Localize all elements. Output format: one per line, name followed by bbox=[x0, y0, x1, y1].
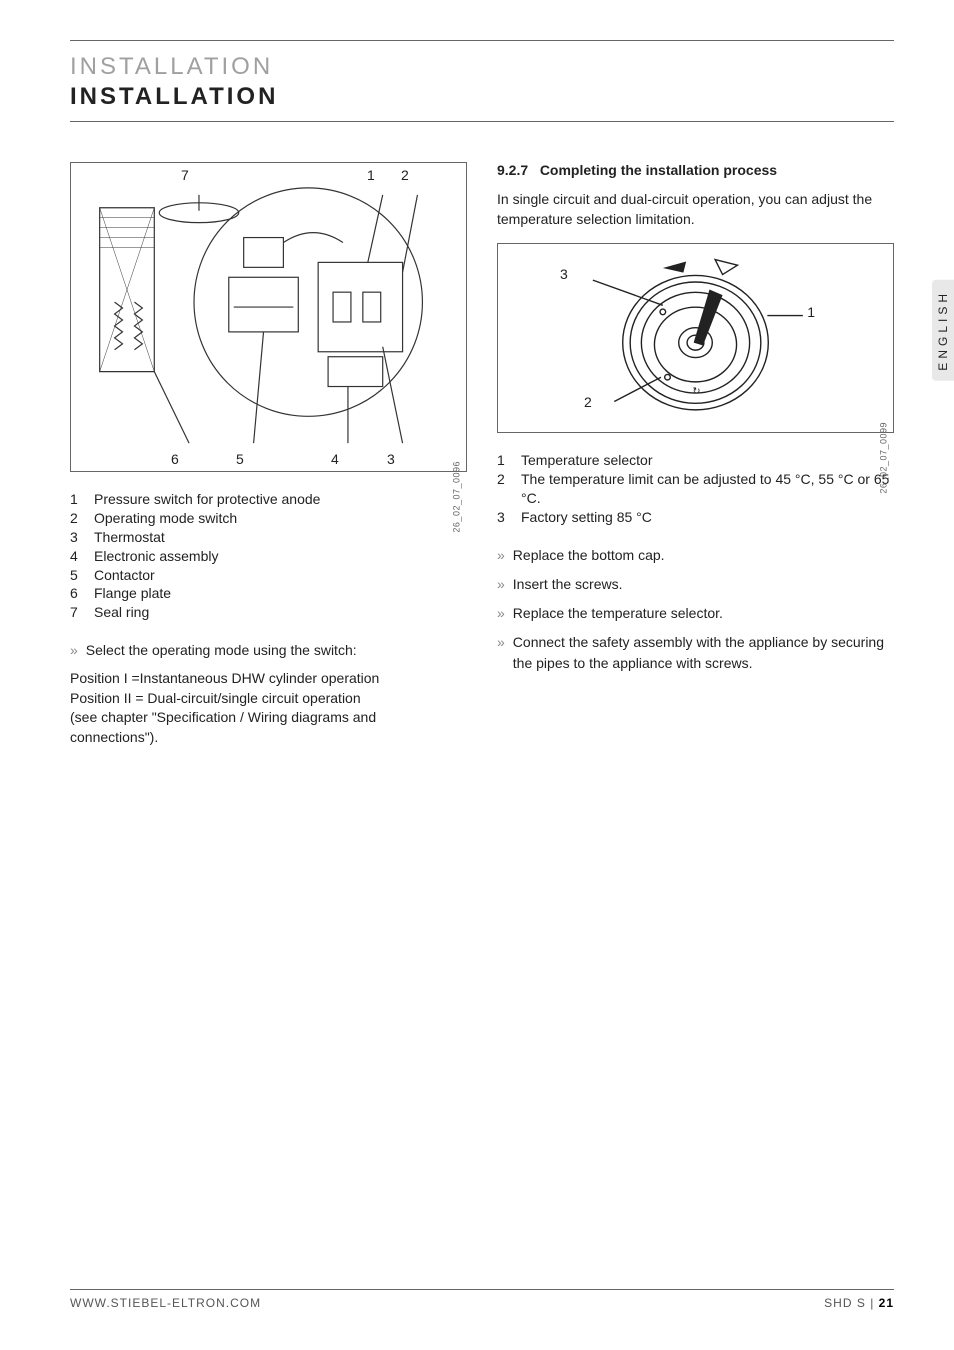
figure-code: 26_02_07_0099 bbox=[879, 422, 889, 494]
instruction-bullet: » Replace the bottom cap. bbox=[497, 545, 894, 566]
figure-assembly: 7 1 2 6 5 4 3 bbox=[70, 162, 467, 472]
instruction-bullet: » Connect the safety assembly with the a… bbox=[497, 632, 894, 674]
legend-item: Contactor bbox=[94, 566, 155, 585]
callout-2: 2 bbox=[584, 394, 592, 410]
subhead-num: 9.2.7 bbox=[497, 162, 528, 178]
chevron-icon: » bbox=[70, 640, 78, 661]
callout-5: 5 bbox=[236, 451, 244, 467]
callout-1: 1 bbox=[807, 304, 815, 320]
legend-item: The temperature limit can be adjusted to… bbox=[521, 470, 894, 508]
bullet-text: Replace the bottom cap. bbox=[513, 545, 665, 566]
legend-item: Pressure switch for protective anode bbox=[94, 490, 320, 509]
legend-item: Factory setting 85 °C bbox=[521, 508, 652, 527]
language-tab: ENGLISH bbox=[932, 280, 954, 381]
chevron-icon: » bbox=[497, 632, 505, 674]
callout-3: 3 bbox=[560, 266, 568, 282]
para: Position II = Dual-circuit/single circui… bbox=[70, 689, 467, 709]
instruction-bullet: » Replace the temperature selector. bbox=[497, 603, 894, 624]
legend-left: 1Pressure switch for protective anode 2O… bbox=[70, 490, 467, 622]
legend-item: Seal ring bbox=[94, 603, 149, 622]
assembly-diagram-icon bbox=[81, 173, 456, 461]
figure-code: 26_02_07_0096 bbox=[452, 461, 462, 533]
legend-item: Thermostat bbox=[94, 528, 165, 547]
callout-2: 2 bbox=[401, 167, 409, 183]
footer-product: SHD S bbox=[824, 1296, 866, 1310]
callout-7: 7 bbox=[181, 167, 189, 183]
para: (see chapter "Specification / Wiring dia… bbox=[70, 708, 467, 747]
header-rule bbox=[70, 121, 894, 122]
instruction-bullet: » Select the operating mode using the sw… bbox=[70, 640, 467, 661]
subsection-heading: 9.2.7 Completing the installation proces… bbox=[497, 162, 894, 178]
svg-text:↻: ↻ bbox=[693, 386, 701, 396]
footer-page-number: 21 bbox=[879, 1296, 894, 1310]
callout-6: 6 bbox=[171, 451, 179, 467]
legend-item: Flange plate bbox=[94, 584, 171, 603]
para: Position I =Instantaneous DHW cylinder o… bbox=[70, 669, 467, 689]
callout-1: 1 bbox=[367, 167, 375, 183]
chevron-icon: » bbox=[497, 574, 505, 595]
top-rule bbox=[70, 40, 894, 41]
subhead-text: Completing the installation process bbox=[540, 162, 777, 178]
right-column: 9.2.7 Completing the installation proces… bbox=[497, 162, 894, 762]
instruction-bullet: » Insert the screws. bbox=[497, 574, 894, 595]
bullet-text: Insert the screws. bbox=[513, 574, 623, 595]
bullet-text: Select the operating mode using the swit… bbox=[86, 640, 357, 661]
left-column: 7 1 2 6 5 4 3 bbox=[70, 162, 467, 762]
legend-item: Temperature selector bbox=[521, 451, 653, 470]
chevron-icon: » bbox=[497, 545, 505, 566]
callout-3: 3 bbox=[387, 451, 395, 467]
figure-temperature-dial: 3 1 2 bbox=[497, 243, 894, 433]
chevron-icon: » bbox=[497, 603, 505, 624]
header-eyebrow: INSTALLATION bbox=[70, 53, 894, 81]
content-columns: 7 1 2 6 5 4 3 bbox=[70, 162, 894, 762]
legend-item: Electronic assembly bbox=[94, 547, 219, 566]
bullet-text: Connect the safety assembly with the app… bbox=[513, 632, 894, 674]
footer-url: WWW.STIEBEL-ELTRON.COM bbox=[70, 1296, 261, 1310]
legend-item: Operating mode switch bbox=[94, 509, 237, 528]
callout-4: 4 bbox=[331, 451, 339, 467]
header-title: INSTALLATION bbox=[70, 83, 894, 111]
intro-para: In single circuit and dual-circuit opera… bbox=[497, 190, 894, 229]
legend-right: 1Temperature selector 2The temperature l… bbox=[497, 451, 894, 527]
page-footer: WWW.STIEBEL-ELTRON.COM SHD S | 21 bbox=[70, 1289, 894, 1310]
bullet-text: Replace the temperature selector. bbox=[513, 603, 723, 624]
